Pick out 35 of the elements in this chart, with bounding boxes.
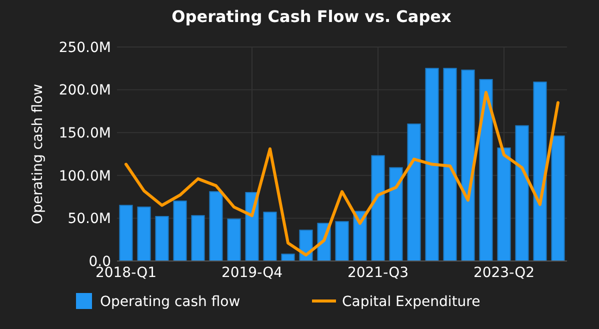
bar (281, 254, 295, 262)
y-tick-label: 150.0M (58, 126, 111, 142)
bar (155, 216, 169, 262)
bar (425, 68, 439, 262)
x-tick-label: 2019-Q4 (221, 265, 283, 281)
bar (533, 82, 547, 262)
bar (443, 68, 457, 262)
bar (371, 155, 385, 262)
bar (245, 192, 259, 262)
bar (479, 79, 493, 262)
bar (119, 204, 133, 262)
bar (515, 125, 529, 262)
y-tick-label: 100.0M (58, 168, 111, 184)
bar (173, 200, 187, 262)
y-tick-label: 200.0M (58, 82, 111, 99)
bar (335, 221, 349, 262)
y-axis-title: Operating cash flow (30, 84, 46, 224)
bar (551, 136, 565, 262)
y-tick-label: 250.0M (58, 40, 111, 56)
bar (137, 206, 151, 262)
bar (497, 148, 511, 262)
x-tick-label: 2021-Q3 (347, 265, 409, 281)
legend-label: Capital Expenditure (342, 294, 480, 310)
x-tick-label: 2023-Q2 (473, 265, 535, 281)
bar (407, 124, 421, 262)
bar (389, 167, 403, 262)
line-series (124, 90, 560, 257)
bar (461, 70, 475, 262)
y-tick-label: 50.0M (68, 211, 111, 228)
bar (191, 215, 205, 262)
bar (209, 191, 223, 262)
chart-title: Operating Cash Flow vs. Capex (172, 7, 452, 26)
legend-label: Operating cash flow (100, 294, 240, 310)
bar (263, 212, 277, 262)
bar (227, 218, 241, 262)
